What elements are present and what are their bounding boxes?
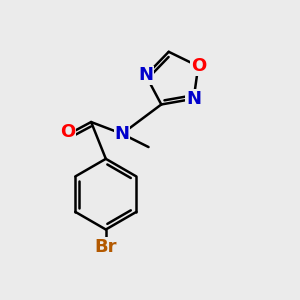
Text: O: O: [190, 57, 206, 75]
Text: N: N: [138, 66, 153, 84]
Text: N: N: [186, 90, 201, 108]
Text: O: O: [60, 123, 75, 141]
Text: Br: Br: [94, 238, 117, 256]
Text: N: N: [115, 125, 130, 143]
